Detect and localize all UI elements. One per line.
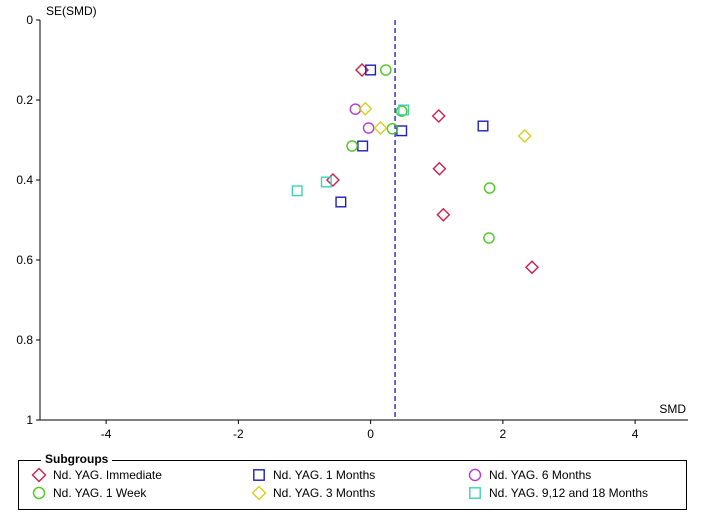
data-point [517,129,532,143]
legend-item: Nd. YAG. 6 Months [467,467,591,483]
legend-marker [469,487,481,499]
legend-marker-icon [31,467,47,483]
data-point [398,104,410,116]
legend-marker [251,485,267,501]
y-tick-label: 0 [26,13,33,27]
legend-label: Nd. YAG. 9,12 and 18 Months [489,486,648,500]
series-0 [325,63,539,275]
data-point [365,64,377,76]
legend-marker-icon [253,469,265,481]
y-tick-label: 0.8 [16,333,33,347]
legend-label: Nd. YAG. Immediate [53,468,162,482]
legend-label: Nd. YAG. 6 Months [489,468,592,482]
series-3 [346,64,496,244]
data-point [432,161,447,176]
data-point [357,140,369,152]
y-tick-label: 0.2 [16,93,33,107]
series-4 [358,101,532,143]
y-tick-label: 0.4 [16,173,33,187]
legend-item: Nd. YAG. 3 Months [251,485,375,501]
legend-label: Nd. YAG. 1 Week [53,486,147,500]
x-tick-label: 2 [500,427,507,441]
data-point [373,121,388,135]
data-point [524,260,539,275]
legend-item: Nd. YAG. 9,12 and 18 Months [467,485,648,501]
y-tick-label: 1 [26,413,33,427]
series-1 [335,64,489,208]
x-tick-label: 4 [632,427,639,441]
data-point [362,122,375,134]
legend-marker-icon [251,485,267,501]
x-tick-label: 0 [367,427,374,441]
legend: Subgroups Nd. YAG. Immediate Nd. YAG. 1 M… [18,452,687,510]
legend-item: Nd. YAG. Immediate [31,467,162,483]
data-point [346,140,358,152]
data-point [477,120,489,132]
legend-title: Subgroups [41,452,113,466]
x-axis-label: SMD [659,402,686,416]
legend-label: Nd. YAG. 1 Months [273,468,376,482]
legend-marker-icon [468,468,482,482]
legend-item: Nd. YAG. 1 Months [251,467,375,483]
legend-marker-icon [32,486,46,500]
legend-marker [468,468,482,482]
legend-item: Nd. YAG. 1 Week [31,485,146,501]
legend-marker [253,469,265,481]
x-tick-label: -4 [101,427,112,441]
data-point [335,196,347,208]
legend-marker-icon [469,487,481,499]
data-point [396,125,408,137]
funnel-plot: 0 0.2 0.4 0.6 0.8 1 -4 -2 0 2 4 SE(SMD) SMD [16,4,688,441]
data-point [436,207,451,222]
y-axis-label: SE(SMD) [46,4,97,18]
data-point [483,232,495,244]
data-point [325,173,340,187]
data-point [291,185,303,197]
x-tick-label: -2 [233,427,244,441]
data-point [386,123,399,135]
data-point [358,101,373,116]
data-point [380,64,392,76]
legend-label: Nd. YAG. 3 Months [273,486,376,500]
legend-marker [31,467,47,483]
data-point [320,176,332,188]
legend-marker [32,486,46,500]
data-point [395,105,408,117]
y-tick-label: 0.6 [16,253,33,267]
data-point [483,182,496,194]
data-point [431,109,446,123]
series-5 [291,104,410,197]
